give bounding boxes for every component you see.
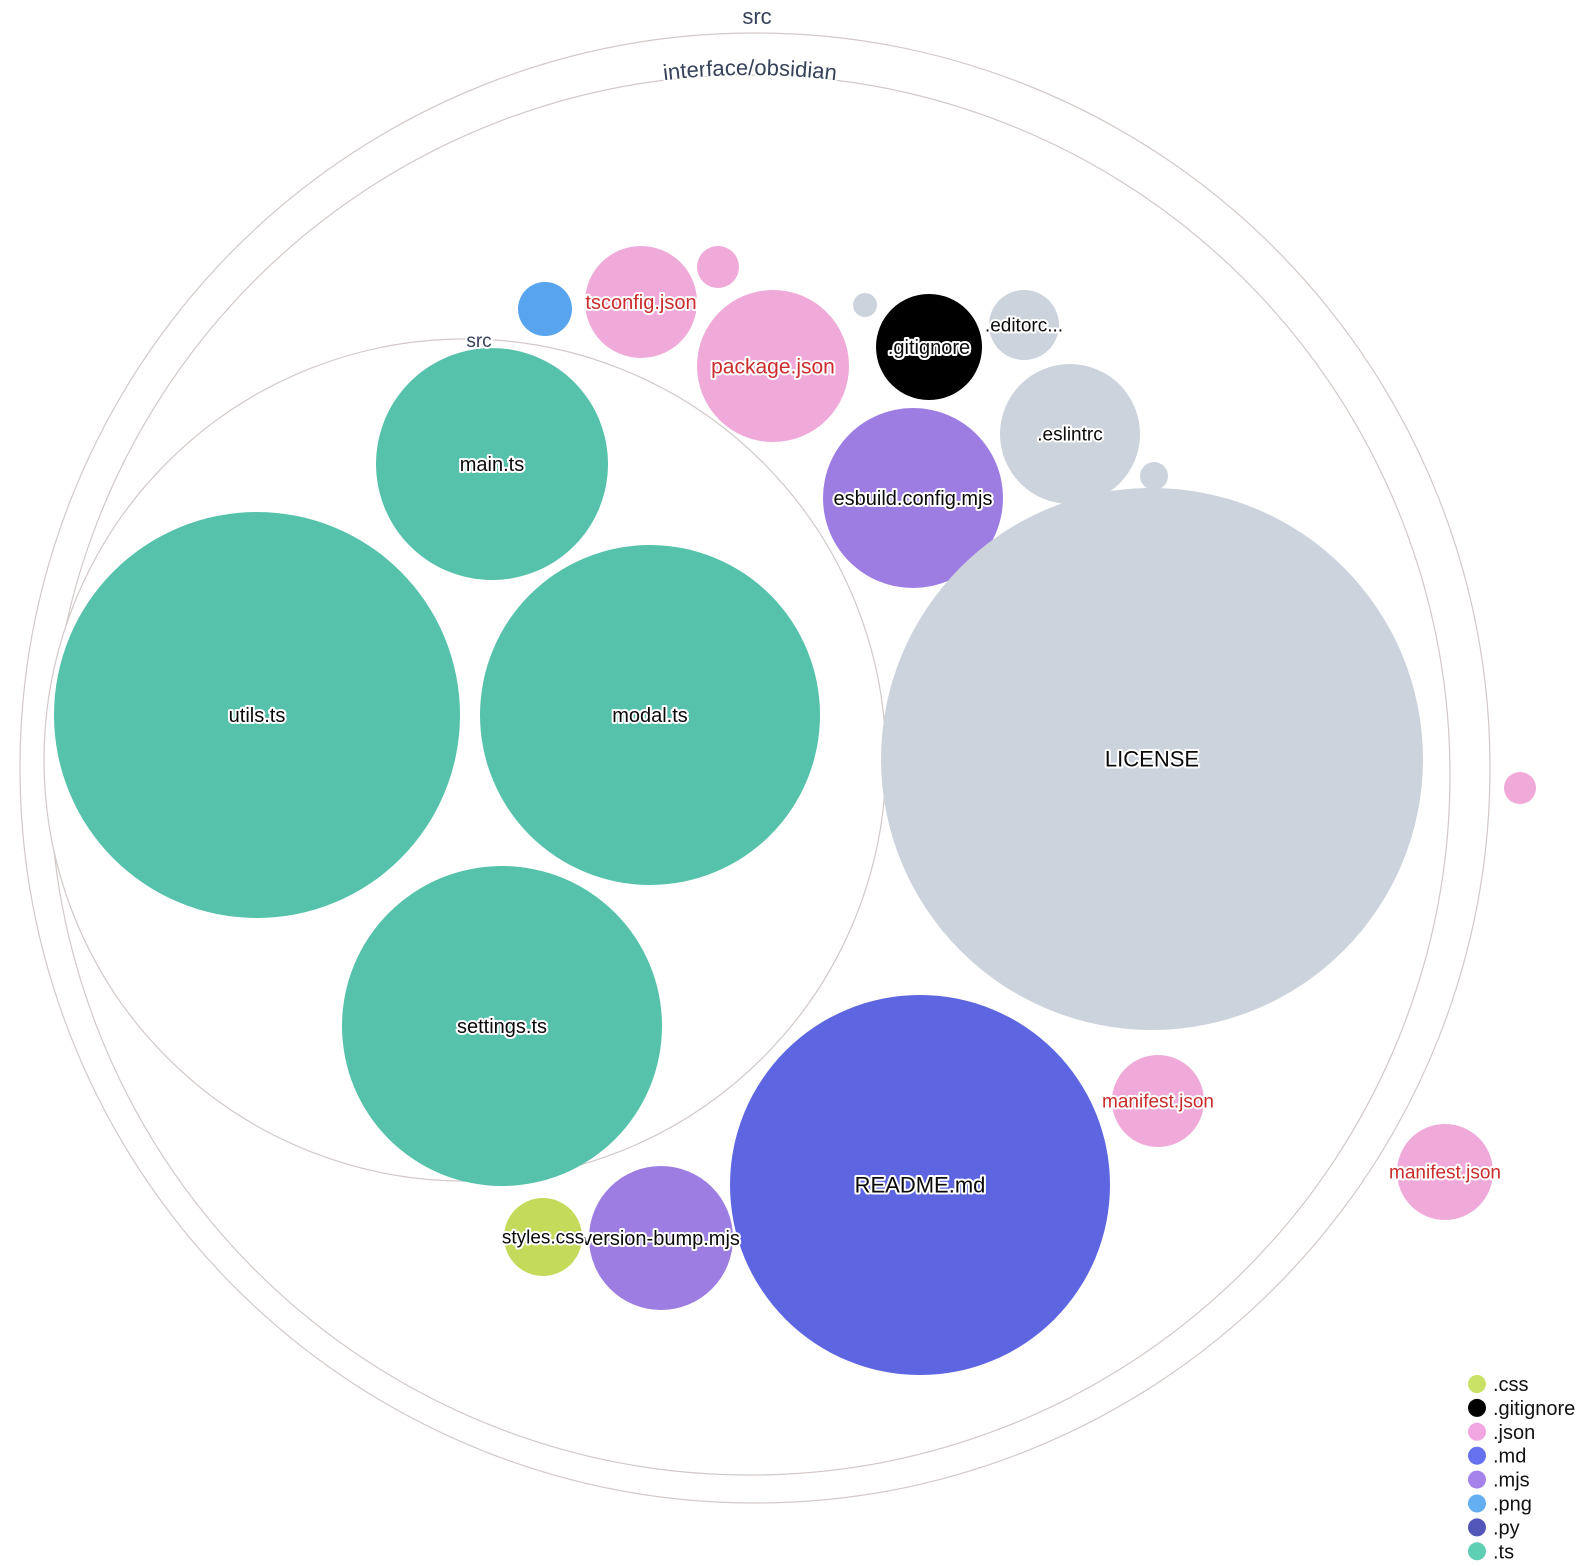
legend: .css.gitignore.json.md.mjs.png.py.ts	[1468, 1374, 1575, 1563]
legend-dot-gitignore	[1468, 1398, 1486, 1417]
legend-item-ts: .ts	[1468, 1541, 1514, 1563]
legend-item-json: .json	[1468, 1422, 1535, 1444]
legend-dot-mjs	[1468, 1470, 1486, 1489]
legend-item-png: .png	[1468, 1494, 1532, 1516]
file-circle-utils.ts[interactable]	[54, 512, 460, 918]
legend-label-md: .md	[1493, 1446, 1526, 1468]
file-label-package.json: package.json	[711, 355, 835, 378]
file-circle-LICENSE[interactable]	[881, 488, 1423, 1030]
file-label-tsconfig.json: tsconfig.json	[585, 292, 696, 314]
file-circle-main.ts[interactable]	[376, 348, 608, 580]
file-circle-.eslintrc[interactable]	[1000, 364, 1140, 504]
file-circle-tsconfig.json[interactable]	[585, 246, 697, 358]
file-circle-esbuild.config.mjs[interactable]	[823, 408, 1003, 588]
file-circles-layer	[54, 246, 1536, 1375]
file-label-esbuild.config.mjs: esbuild.config.mjs	[834, 488, 993, 510]
file-circle-.editorconfig[interactable]	[989, 290, 1059, 360]
legend-dot-css	[1468, 1375, 1486, 1393]
file-circle-.gitignore[interactable]	[876, 294, 982, 400]
legend-label-mjs: .mjs	[1493, 1470, 1530, 1492]
file-label-.eslintrc: .eslintrc	[1037, 425, 1102, 446]
file-circle-manifest.json-outer[interactable]	[1397, 1124, 1493, 1220]
legend-label-css: .css	[1493, 1374, 1529, 1396]
file-label-settings.ts: settings.ts	[457, 1016, 547, 1038]
legend-dot-ts	[1468, 1542, 1486, 1561]
file-circle-README.md[interactable]	[730, 995, 1110, 1375]
file-circle-manifest.json[interactable]	[1112, 1055, 1204, 1147]
legend-item-py: .py	[1468, 1517, 1520, 1539]
file-circle-json-small-right[interactable]	[1504, 772, 1536, 804]
legend-label-py: .py	[1493, 1517, 1520, 1539]
legend-item-md: .md	[1468, 1446, 1526, 1468]
legend-item-mjs: .mjs	[1468, 1470, 1530, 1492]
file-circle-png-file[interactable]	[518, 282, 572, 336]
file-circle-json-small-top[interactable]	[697, 246, 739, 288]
file-circle-version-bump.mjs[interactable]	[589, 1166, 733, 1310]
legend-dot-json	[1468, 1422, 1486, 1441]
file-label-main.ts: main.ts	[460, 454, 524, 476]
legend-dot-md	[1468, 1446, 1486, 1465]
legend-label-gitignore: .gitignore	[1493, 1398, 1575, 1420]
file-circle-settings.ts[interactable]	[342, 866, 662, 1186]
file-circle-gray-small-1[interactable]	[853, 293, 877, 317]
file-label-styles.css: styles.css	[502, 1228, 584, 1249]
legend-dot-png	[1468, 1494, 1486, 1513]
legend-label-png: .png	[1493, 1494, 1532, 1516]
folder-label-src-root: src	[742, 4, 771, 29]
file-label-.editorconfig: .editorc...	[985, 316, 1063, 337]
file-label-LICENSE: LICENSE	[1105, 747, 1199, 772]
file-label-.gitignore: .gitignore	[888, 337, 970, 359]
file-circle-styles.css[interactable]	[504, 1198, 582, 1276]
file-label-utils.ts: utils.ts	[229, 705, 286, 727]
legend-item-css: .css	[1468, 1374, 1529, 1396]
file-circle-modal.ts[interactable]	[480, 545, 820, 885]
legend-item-gitignore: .gitignore	[1468, 1398, 1575, 1420]
legend-label-ts: .ts	[1493, 1541, 1514, 1563]
file-circle-gray-small-2[interactable]	[1140, 462, 1168, 490]
file-label-manifest.json: manifest.json	[1102, 1092, 1214, 1113]
legend-dot-py	[1468, 1518, 1486, 1537]
file-label-version-bump.mjs: version-bump.mjs	[582, 1228, 740, 1250]
file-label-README.md: README.md	[855, 1173, 986, 1198]
folder-label-src-inner: src	[466, 331, 491, 352]
file-label-modal.ts: modal.ts	[612, 705, 688, 727]
file-label-manifest.json-outer: manifest.json	[1389, 1163, 1501, 1184]
legend-label-json: .json	[1493, 1422, 1535, 1444]
file-circle-package.json[interactable]	[697, 290, 849, 442]
